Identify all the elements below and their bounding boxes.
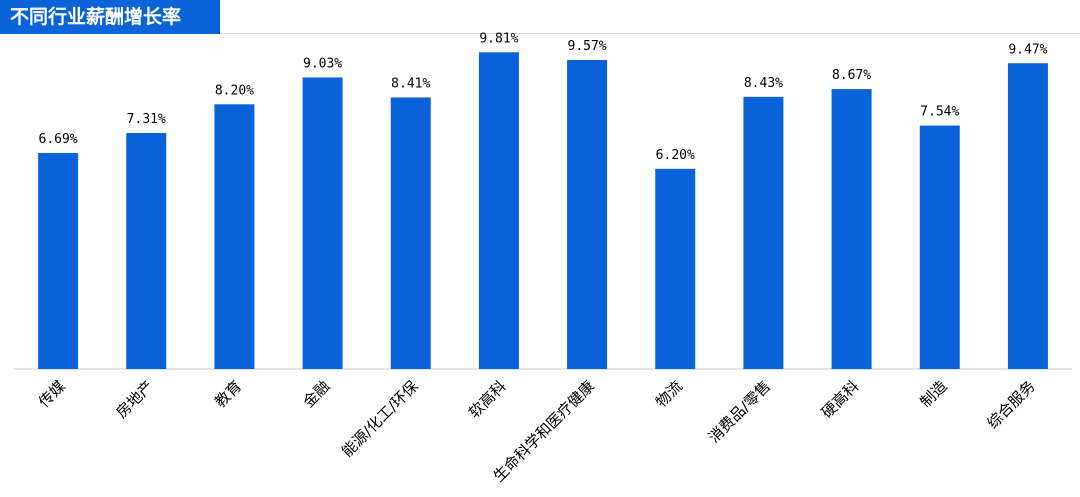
category-label-3: 金融: [299, 377, 333, 411]
data-label-5: 9.81%: [479, 31, 518, 46]
category-label-10: 制造: [917, 377, 951, 411]
data-label-3: 9.03%: [303, 56, 342, 71]
data-label-9: 8.67%: [832, 68, 871, 83]
data-label-6: 9.57%: [568, 39, 607, 54]
bar-0: [38, 153, 79, 369]
bar-6: [567, 60, 608, 369]
category-label-9: 硬高科: [818, 377, 863, 422]
bar-7: [655, 168, 696, 369]
bar-3: [302, 77, 343, 370]
data-label-0: 6.69%: [39, 132, 78, 147]
bar-9: [831, 89, 872, 369]
category-label-8: 消费品/零售: [705, 377, 774, 446]
data-label-7: 6.20%: [656, 148, 695, 163]
bar-2: [214, 104, 255, 369]
category-label-1: 房地产: [113, 377, 158, 422]
bar-11: [1007, 63, 1048, 370]
category-label-5: 软高科: [465, 377, 510, 422]
data-label-4: 8.41%: [391, 76, 430, 91]
bar-1: [126, 132, 167, 369]
data-label-10: 7.54%: [920, 105, 959, 120]
category-label-0: 传媒: [35, 377, 69, 411]
category-label-4: 能源/化工/环保: [338, 377, 422, 461]
chart-title: 不同行业薪酬增长率: [0, 0, 220, 34]
category-label-2: 教育: [211, 377, 245, 411]
bar-4: [390, 97, 431, 369]
data-label-1: 7.31%: [127, 112, 166, 127]
category-label-11: 综合服务: [984, 377, 1039, 432]
data-label-2: 8.20%: [215, 83, 254, 98]
bar-8: [743, 96, 784, 370]
data-label-11: 9.47%: [1008, 42, 1047, 57]
category-label-7: 物流: [652, 377, 686, 411]
bar-10: [919, 125, 960, 370]
bar-5: [478, 52, 519, 370]
data-label-8: 8.43%: [744, 76, 783, 91]
title-divider: [220, 33, 1080, 34]
